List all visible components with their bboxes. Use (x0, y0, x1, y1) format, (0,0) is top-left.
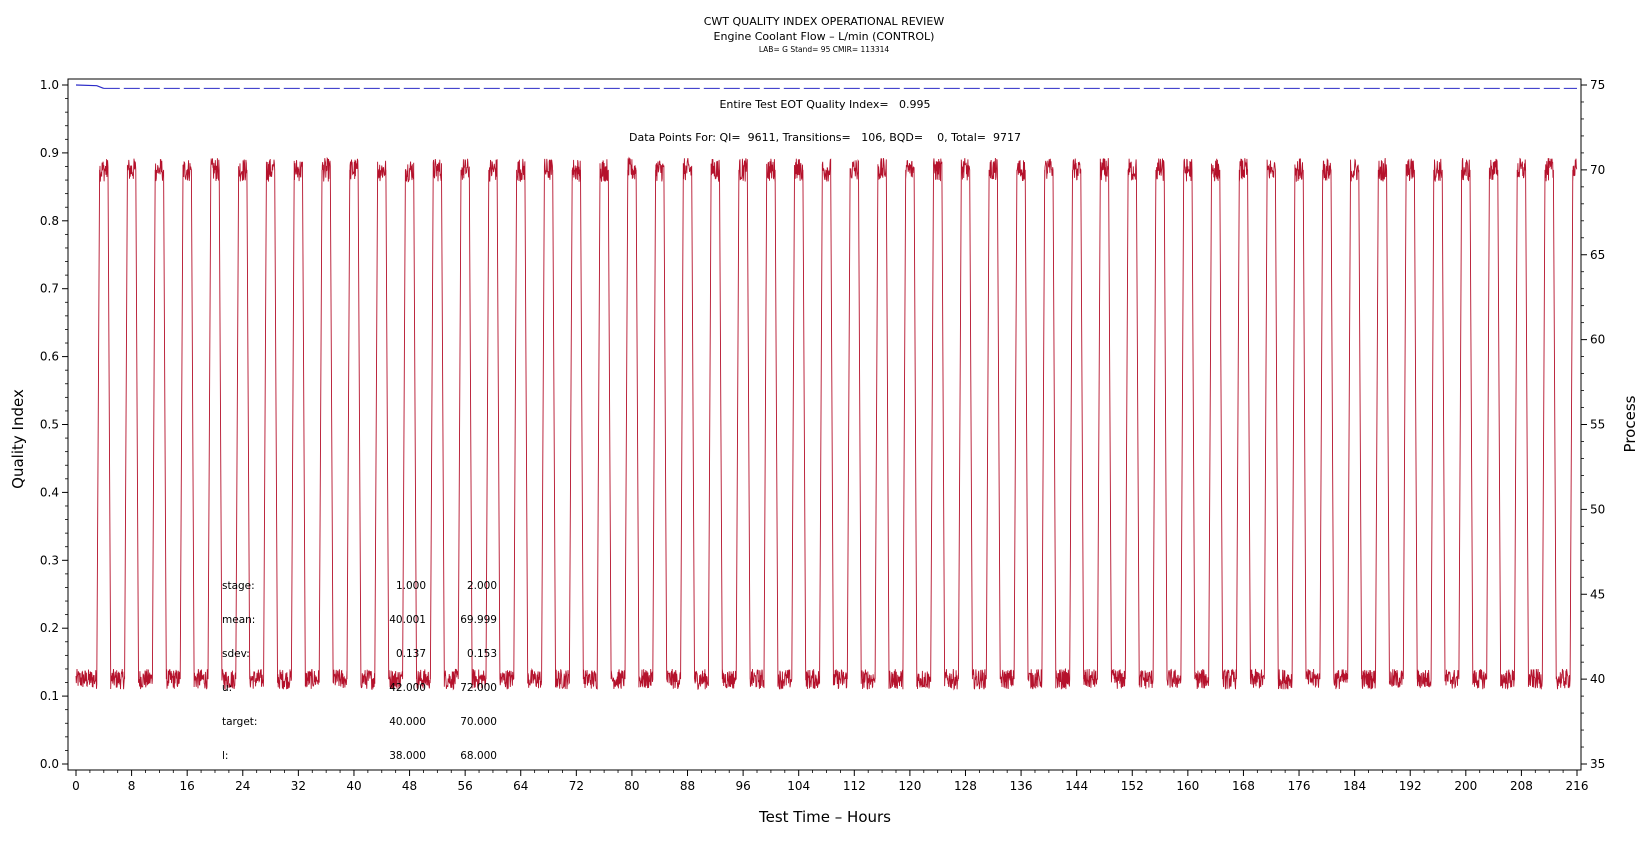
stats-stage2-value: 0.153 (467, 648, 497, 660)
x-tick-label: 200 (1454, 779, 1477, 793)
x-tick-label: 96 (735, 779, 750, 793)
x-tick-label: 192 (1399, 779, 1422, 793)
x-tick-label: 16 (180, 779, 195, 793)
y-axis-label: Quality Index (9, 389, 27, 489)
y2-tick-label: 45 (1590, 587, 1605, 601)
y-tick-label: 1.0 (40, 78, 59, 92)
stats-stage2-value: 72.000 (460, 682, 497, 694)
y2-tick-label: 65 (1590, 248, 1605, 262)
y2-tick-label: 50 (1590, 502, 1605, 516)
stats-stage2-value: 2.000 (467, 580, 497, 592)
process-series-line (75, 156, 1578, 691)
x-axis-label: Test Time – Hours (758, 808, 891, 826)
chart-title: CWT QUALITY INDEX OPERATIONAL REVIEW (704, 15, 945, 28)
y-tick-label: 0.8 (40, 214, 59, 228)
stats-stage2-value: 69.999 (460, 614, 497, 626)
stats-row-label: stage: (222, 580, 255, 592)
y2-tick-label: 75 (1590, 78, 1605, 92)
y-tick-label: 0.3 (40, 553, 59, 567)
plot-frame (67, 78, 1582, 771)
x-tick-label: 152 (1121, 779, 1144, 793)
y2-tick-label: 35 (1590, 757, 1605, 771)
x-tick-label: 24 (235, 779, 250, 793)
x-tick-label: 160 (1176, 779, 1199, 793)
x-tick-label: 184 (1343, 779, 1366, 793)
stats-stage1-value: 38.000 (389, 750, 426, 762)
x-tick-label: 72 (569, 779, 584, 793)
x-tick-label: 168 (1232, 779, 1255, 793)
x-tick-label: 176 (1288, 779, 1311, 793)
x-tick-label: 48 (402, 779, 417, 793)
x-tick-label: 40 (346, 779, 361, 793)
x-tick-label: 64 (513, 779, 528, 793)
quality-index-line (75, 84, 105, 89)
stats-row-label: mean: (222, 614, 255, 626)
y-tick-label: 0.1 (40, 689, 59, 703)
stats-row-label: u: (222, 682, 232, 694)
stats-stage1-value: 42.000 (389, 682, 426, 694)
x-tick-label: 136 (1010, 779, 1033, 793)
x-tick-label: 104 (787, 779, 810, 793)
quality-index-annotation: Entire Test EOT Quality Index= 0.995 (719, 98, 930, 111)
lab-info: LAB= G Stand= 95 CMIR= 113314 (759, 45, 890, 54)
y-tick-label: 0.5 (40, 418, 59, 432)
y-tick-label: 0.7 (40, 282, 59, 296)
stats-stage1-value: 1.000 (396, 580, 426, 592)
x-tick-label: 0 (72, 779, 80, 793)
y2-axis-label: Process (1621, 395, 1639, 452)
series-layer (75, 84, 1578, 691)
y-tick-label: 0.0 (40, 757, 59, 771)
x-tick-label: 144 (1065, 779, 1088, 793)
x-tick-label: 120 (898, 779, 921, 793)
stats-stage2-value: 68.000 (460, 750, 497, 762)
y-tick-label: 0.9 (40, 146, 59, 160)
y-tick-label: 0.2 (40, 621, 59, 635)
y2-tick-label: 55 (1590, 418, 1605, 432)
x-tick-label: 88 (680, 779, 695, 793)
x-tick-label: 208 (1510, 779, 1533, 793)
stats-row-label: l: (222, 750, 228, 762)
y-tick-label: 0.4 (40, 485, 59, 499)
x-tick-label: 112 (843, 779, 866, 793)
x-tick-label: 216 (1566, 779, 1589, 793)
stats-stage1-value: 40.000 (389, 716, 426, 728)
x-tick-label: 56 (458, 779, 473, 793)
y2-tick-label: 40 (1590, 672, 1605, 686)
stats-stage1-value: 0.137 (396, 648, 426, 660)
data-points-annotation: Data Points For: QI= 9611, Transitions= … (629, 131, 1021, 144)
stats-stage1-value: 40.001 (389, 614, 426, 626)
stats-stage2-value: 70.000 (460, 716, 497, 728)
chart-subtitle: Engine Coolant Flow – L/min (CONTROL) (714, 30, 935, 43)
y2-tick-label: 70 (1590, 163, 1605, 177)
x-tick-label: 8 (128, 779, 136, 793)
x-tick-label: 128 (954, 779, 977, 793)
stats-row-label: target: (222, 716, 257, 728)
stats-row-label: sdev: (222, 648, 250, 660)
y-tick-label: 0.6 (40, 350, 59, 364)
x-tick-label: 32 (291, 779, 306, 793)
x-tick-label: 80 (624, 779, 639, 793)
axes: 0 8 16 24 32 40 48 56 64 72 80 88 96 104 112 120 128 136 1… (40, 78, 1605, 793)
stats-table: stage: 1.000 2.000 mean: 40.001 69.999 sdev: 0.… (222, 580, 497, 762)
y2-tick-label: 60 (1590, 333, 1605, 347)
